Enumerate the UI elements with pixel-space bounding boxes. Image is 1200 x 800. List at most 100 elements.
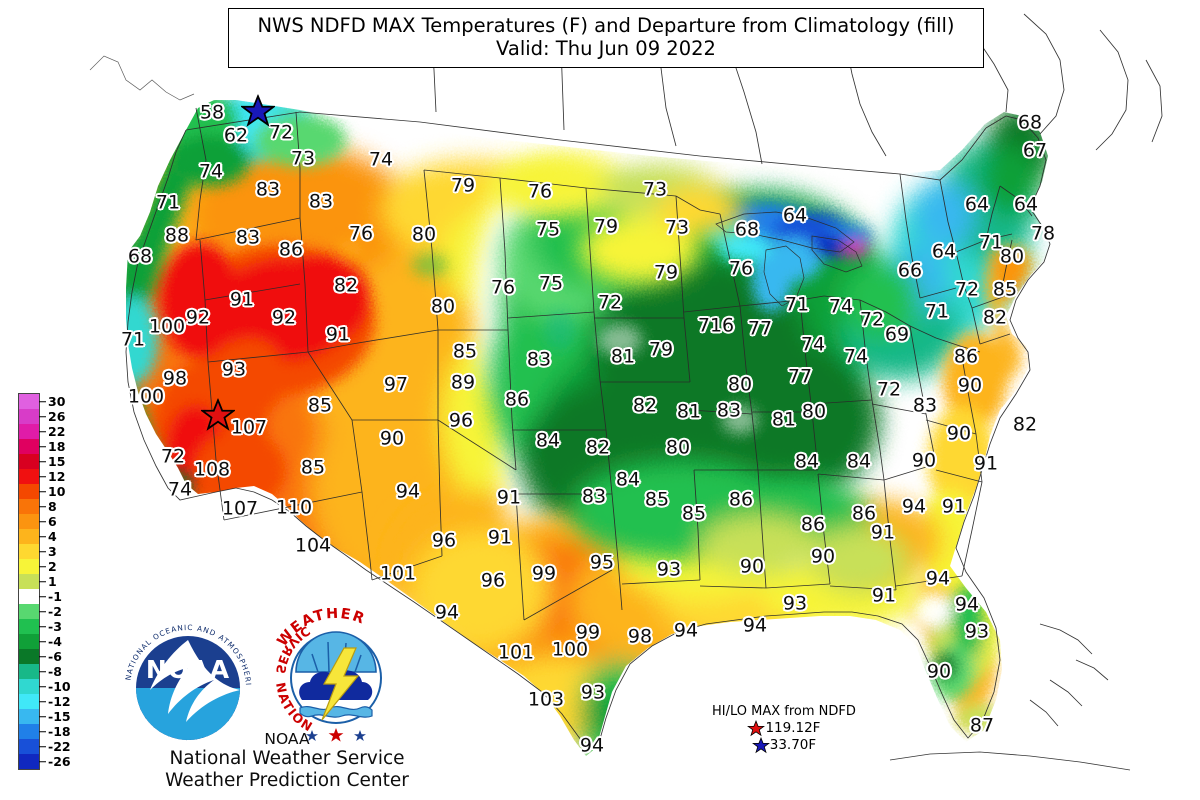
temperature-label: 107 [221, 497, 259, 520]
temperature-label: 74 [800, 333, 826, 356]
temperature-label: 76 [728, 257, 754, 280]
temperature-label: 64 [782, 204, 808, 227]
temperature-label: 93 [782, 592, 808, 615]
temperature-label: 78 [1030, 222, 1056, 245]
colorbar-swatch: -1 [18, 589, 62, 604]
footer-agency: NOAA [264, 730, 310, 748]
colorbar-swatch: 22 [18, 424, 65, 439]
colorbar-tick [39, 715, 46, 718]
low-value: 33.70F [769, 737, 817, 754]
colorbar-label: -6 [48, 648, 62, 664]
colorbar-tick [39, 565, 46, 568]
temperature-label: 99 [575, 621, 601, 644]
colorbar-swatch: 18 [18, 439, 65, 454]
colorbar-tick [39, 580, 46, 583]
temperature-label: 96 [480, 569, 506, 592]
temperature-label: 96 [448, 409, 474, 432]
temperature-label: 64 [964, 193, 990, 216]
colorbar-label: -22 [48, 738, 71, 754]
colorbar-tick [39, 610, 46, 613]
temperature-label: 86 [953, 345, 979, 368]
temperature-label: 88 [164, 224, 190, 247]
hi-lo-high-row: 119.12F [712, 720, 856, 737]
state-boundaries [89, 11, 1163, 771]
temperature-label: 107 [230, 416, 268, 439]
colorbar-tick [39, 745, 46, 748]
colorbar-label: -18 [48, 723, 71, 739]
temperature-label: 86 [278, 238, 304, 261]
temperature-label: 97 [383, 373, 409, 396]
temperature-label: 71 [978, 231, 1004, 254]
temperature-label: 84 [535, 429, 561, 452]
colorbar-swatch: 15 [18, 454, 65, 469]
temperature-label: 94 [901, 495, 927, 518]
hi-lo-heading: HI/LO MAX from NDFD [712, 704, 856, 719]
temperature-label: 110 [275, 496, 313, 519]
colorbar-tick [39, 460, 46, 463]
colorbar-label: -15 [48, 708, 71, 724]
temperature-label: 94 [673, 619, 699, 642]
max-temperature-star [199, 397, 237, 436]
temperature-label: 93 [580, 681, 606, 704]
colorbar-swatch: 1 [18, 574, 57, 589]
colorbar-swatch: 30 [18, 393, 65, 409]
temperature-label: 58 [199, 101, 225, 124]
temperature-label: 74 [828, 295, 854, 318]
title-line-2: Valid: Thu Jun 09 2022 [496, 37, 716, 60]
colorbar-label: 22 [48, 423, 66, 439]
colorbar-swatch: 10 [18, 484, 65, 499]
temperature-label: 71 [155, 191, 181, 214]
temperature-label: 90 [926, 660, 952, 683]
colorbar-tick [39, 415, 46, 418]
colorbar-legend: 30 26 22 18 15 12 10 8 6 4 3 2 1 -1 -2 -3 -4 -6 -8 -10 -12 -1… [18, 393, 71, 770]
temperature-label: 82 [1012, 413, 1038, 436]
colorbar-tick [39, 475, 46, 478]
colorbar-tick [39, 490, 46, 493]
temperature-label: 62 [223, 124, 249, 147]
temperature-label: 76 [348, 222, 374, 245]
temperature-label: 86 [728, 488, 754, 511]
colorbar-tick [39, 670, 46, 673]
temperature-label: 83 [581, 485, 607, 508]
temperature-label: 90 [739, 555, 765, 578]
colorbar-label: 6 [48, 513, 57, 529]
colorbar-tick [39, 655, 46, 658]
colorbar-label: -12 [48, 693, 71, 709]
temperature-label: 75 [535, 218, 561, 241]
temperature-label: 81 [771, 408, 797, 431]
temperature-label: 83 [912, 394, 938, 417]
colorbar-swatch: -12 [18, 694, 71, 709]
temperature-label: 108 [193, 458, 231, 481]
temperature-label: 77 [787, 365, 813, 388]
temperature-label: 101 [497, 641, 535, 664]
temperature-label: 83 [716, 399, 742, 422]
colorbar-tick [39, 730, 46, 733]
colorbar-swatch: 26 [18, 409, 65, 424]
colorbar-tick [39, 595, 46, 598]
temperature-label: 90 [379, 427, 405, 450]
colorbar-label: -1 [48, 588, 62, 604]
colorbar-swatch: -3 [18, 619, 62, 634]
temperature-label: 68 [1017, 111, 1043, 134]
temperature-label: 85 [992, 278, 1018, 301]
temperature-label: 100 [551, 638, 589, 661]
temperature-label: 73 [664, 216, 690, 239]
temperature-label: 79 [593, 215, 619, 238]
temperature-label: 85 [681, 502, 707, 525]
temperature-label: 87 [969, 714, 995, 737]
colorbar-swatch: -2 [18, 604, 62, 619]
temperature-label: 80 [665, 436, 691, 459]
temperature-label: 71 [924, 300, 950, 323]
temperature-label: 72 [597, 291, 623, 314]
temperature-label: 91 [973, 452, 999, 475]
temperature-label: 83 [255, 178, 281, 201]
colorbar-label: -26 [48, 753, 71, 769]
colorbar-swatch: 3 [18, 544, 57, 559]
colorbar-label: 30 [48, 393, 66, 409]
colorbar-swatch: -26 [18, 754, 71, 770]
colorbar-label: 12 [48, 468, 66, 484]
temperature-label: 73 [290, 147, 316, 170]
temperature-label: 64 [931, 240, 957, 263]
